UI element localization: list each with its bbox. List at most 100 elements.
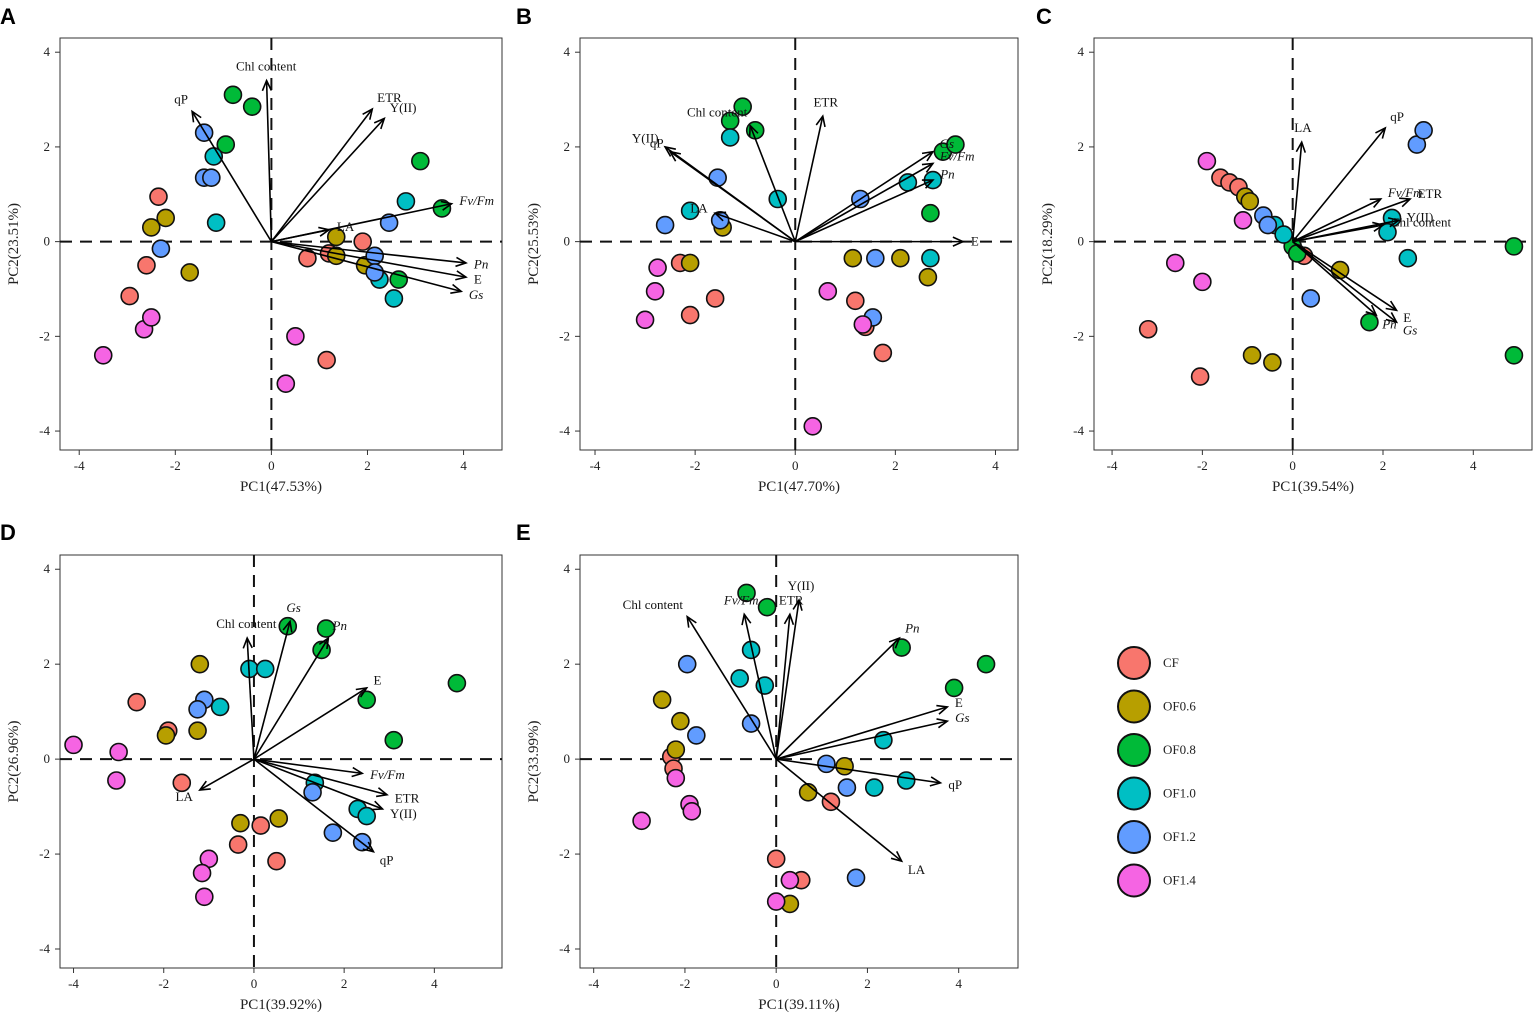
loading-vector — [1292, 224, 1384, 243]
point-of12 — [837, 778, 857, 797]
arrowhead — [1365, 304, 1378, 317]
point-of12 — [1258, 215, 1278, 235]
point-of08 — [411, 151, 430, 171]
arrowhead — [921, 179, 935, 189]
point-of08 — [447, 673, 467, 693]
panel-letter: A — [0, 4, 16, 29]
loading-vector — [1292, 240, 1397, 311]
plot-frame — [1093, 37, 1533, 451]
x-tick-label: 0 — [792, 458, 799, 473]
point-of14 — [195, 887, 214, 907]
arrowhead — [686, 615, 697, 628]
loading-vector — [1291, 142, 1303, 242]
arrowhead — [371, 800, 385, 811]
point-of10 — [730, 669, 749, 688]
y-tick-label: -2 — [39, 846, 50, 861]
arrowhead — [191, 109, 202, 123]
arrowhead — [318, 636, 330, 650]
point-cf — [680, 305, 700, 325]
point-of14 — [635, 310, 655, 330]
x-tick-label: -2 — [680, 976, 691, 991]
point-of14 — [109, 742, 128, 762]
vector-label: qP — [650, 135, 664, 150]
y-tick-label: -4 — [559, 941, 570, 956]
x-tick-label: 2 — [364, 458, 371, 473]
point-of14 — [1193, 272, 1212, 292]
point-cf — [1190, 367, 1210, 386]
point-of12 — [866, 248, 885, 268]
x-tick-label: 2 — [892, 458, 899, 473]
vector-label: LA — [1294, 120, 1312, 135]
point-of08 — [737, 583, 756, 603]
point-cf — [705, 289, 725, 308]
point-of14 — [682, 802, 702, 821]
point-of08 — [733, 97, 752, 116]
legend-label: CF — [1163, 655, 1179, 670]
vector-label: Y(II) — [390, 806, 417, 821]
loading-vector — [1292, 198, 1382, 243]
vector-label: Fv/Fm — [723, 593, 759, 608]
legend-swatch-of08 — [1117, 733, 1151, 767]
legend-label: OF1.0 — [1163, 786, 1196, 801]
legend-swatch-of06 — [1117, 689, 1151, 724]
point-of06 — [180, 263, 200, 282]
loading-vector — [743, 614, 777, 760]
panel-a: A -4 -2 0 2 4 4 2 0 -2 -4 PC1(47.53%) PC2(23.51%) Chl… — [0, 4, 503, 495]
loading-vector — [271, 229, 330, 243]
y-tick-label: 0 — [564, 234, 571, 249]
point-of06 — [671, 711, 690, 731]
point-of12 — [741, 714, 761, 733]
point-of06 — [156, 726, 176, 745]
point-of14 — [93, 345, 113, 365]
legend-swatch-of14 — [1117, 863, 1151, 898]
vector-label: Chl content — [236, 59, 297, 74]
loading-vector — [794, 162, 934, 243]
point-of12 — [151, 239, 171, 259]
y-tick-label: -4 — [559, 423, 570, 438]
arrowhead — [1375, 126, 1387, 139]
vector-label: Pn — [332, 618, 347, 633]
point-cf — [172, 773, 192, 793]
point-of06 — [652, 690, 672, 710]
x-tick-label: 0 — [268, 458, 275, 473]
y-tick-label: -2 — [39, 328, 50, 343]
x-tick-label: 4 — [1470, 458, 1477, 473]
point-cf — [149, 187, 168, 206]
loading-vector — [1292, 127, 1386, 243]
point-cf — [127, 692, 146, 712]
point-of10 — [921, 248, 940, 268]
y-tick-label: 4 — [44, 44, 51, 59]
vector-label: E — [971, 234, 979, 249]
y-axis-label: PC2(18.29%) — [1040, 203, 1056, 285]
x-tick-label: -4 — [68, 976, 79, 991]
arrowhead — [1372, 221, 1385, 232]
arrowhead — [455, 256, 468, 268]
vector-label: qP — [948, 777, 962, 792]
point-of12 — [202, 168, 221, 188]
x-tick-label: -4 — [1107, 458, 1118, 473]
point-of10 — [357, 806, 376, 826]
arrowhead — [668, 150, 682, 162]
point-of14 — [648, 258, 667, 277]
legend-swatch-cf — [1117, 646, 1151, 680]
loading-vector — [270, 117, 385, 243]
y-tick-label: -2 — [1073, 328, 1084, 343]
point-of06 — [1263, 353, 1282, 372]
point-of12 — [194, 123, 214, 143]
vector-label: E — [1403, 310, 1411, 325]
point-of06 — [188, 721, 207, 740]
loading-vector — [199, 758, 255, 791]
loading-vector — [271, 240, 467, 264]
loading-vector — [794, 179, 934, 243]
point-of12 — [687, 726, 706, 745]
point-cf — [298, 248, 317, 268]
y-tick-label: 4 — [564, 561, 571, 576]
vector-label: Pn — [939, 166, 954, 181]
point-of12 — [188, 699, 207, 719]
point-of12 — [303, 783, 322, 802]
legend-label: OF1.2 — [1163, 829, 1196, 844]
y-tick-label: 2 — [564, 656, 571, 671]
point-of06 — [190, 654, 210, 674]
y-tick-label: 0 — [564, 751, 571, 766]
point-of10 — [396, 192, 416, 211]
